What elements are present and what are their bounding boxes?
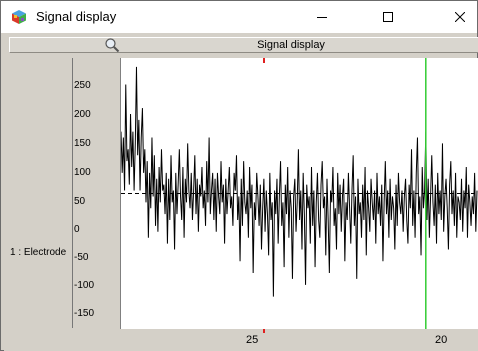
marker-bottom-tick <box>263 329 265 333</box>
y-tick-label: 200 <box>74 109 91 120</box>
title-bar[interactable]: Signal display <box>1 1 477 33</box>
x-axis-bar: 25 20 <box>4 329 478 351</box>
y-axis-panel: 1 : Electrode 250 200 150 100 50 0 -50 -… <box>4 58 121 329</box>
signal-plot[interactable] <box>120 58 478 329</box>
maximize-icon <box>383 12 393 22</box>
y-tick-label: 150 <box>74 138 91 149</box>
maximize-button[interactable] <box>365 1 411 33</box>
window-title: Signal display <box>36 9 117 24</box>
x-axis <box>263 329 265 333</box>
y-tick-label: 100 <box>74 167 91 178</box>
minimize-icon <box>317 17 327 18</box>
y-tick-label: -150 <box>74 308 95 319</box>
signal-trace <box>120 66 478 297</box>
close-button[interactable] <box>437 1 478 33</box>
marker-top-tick <box>263 58 265 63</box>
toolbar-title: Signal display <box>257 39 325 51</box>
y-tick-label: 250 <box>74 80 91 91</box>
colorful-cube-icon <box>12 10 26 24</box>
channel-label: 1 : Electrode <box>10 247 67 258</box>
y-axis-line <box>72 58 73 328</box>
x-tick-label: 20 <box>435 334 448 346</box>
x-tick-label: 25 <box>246 334 259 346</box>
y-tick-label: -50 <box>74 252 89 263</box>
close-icon <box>455 12 465 22</box>
y-tick-label: 50 <box>74 196 86 207</box>
minimize-button[interactable] <box>299 1 345 33</box>
magnifier-icon[interactable] <box>104 37 120 53</box>
y-tick-label: -100 <box>74 280 95 291</box>
signal-plot-area[interactable] <box>120 58 478 329</box>
y-tick-label: 0 <box>74 224 80 235</box>
toolbar-strip <box>9 37 478 53</box>
display-toolbar: Signal display <box>1 33 478 57</box>
